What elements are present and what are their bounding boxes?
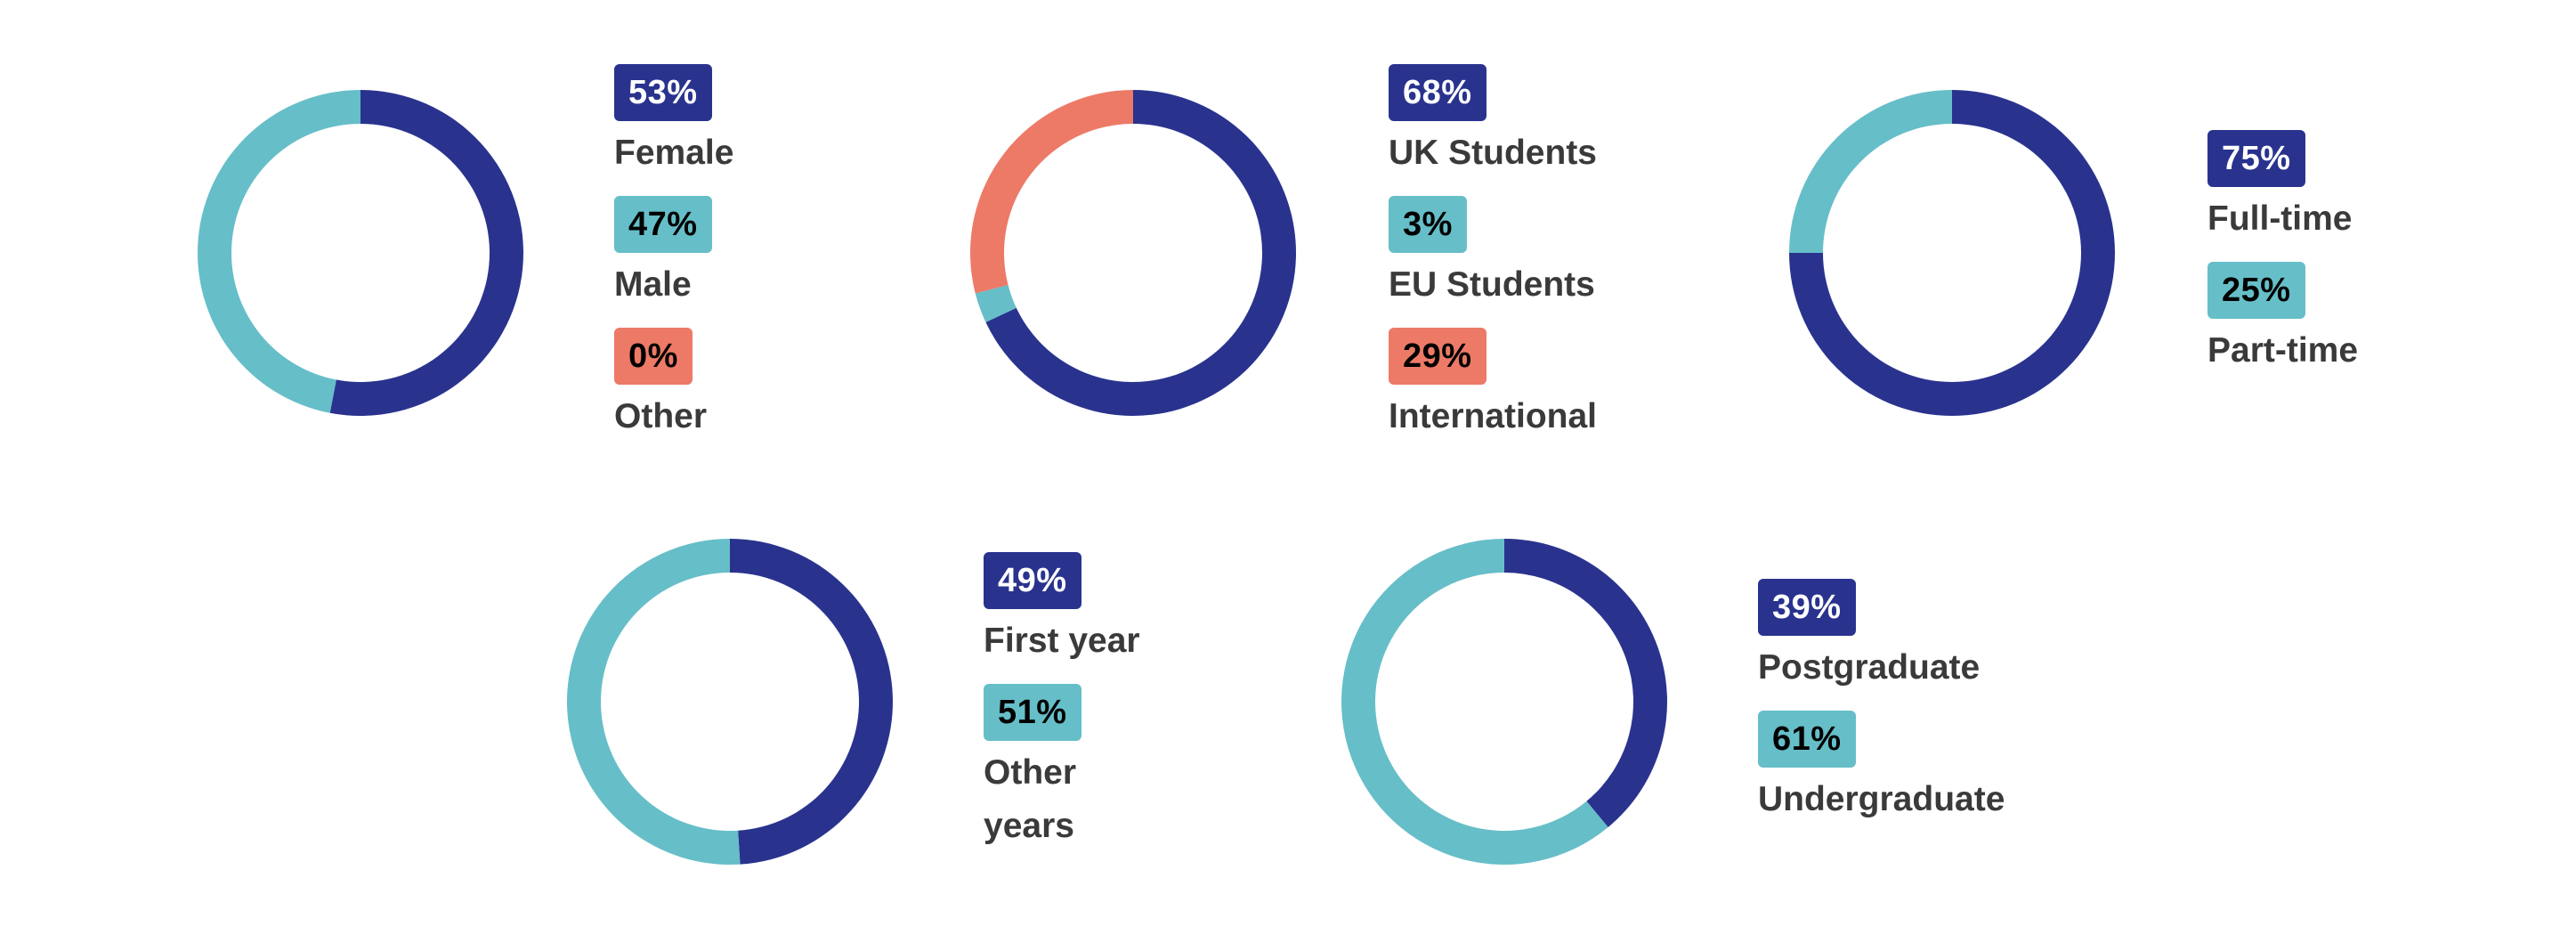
legend-item-full-time: 75% Full-time [2207, 130, 2377, 246]
donut-chart-5 [1341, 538, 1667, 865]
legend-item-female: 53% Female [614, 64, 783, 180]
percentage-badge: 25% [2207, 262, 2305, 319]
slice-postgraduate [1504, 539, 1667, 828]
legend-item-eu-students: 3% EU Students [1389, 196, 1673, 312]
slice-international [970, 90, 1133, 294]
slice-part-time [1789, 90, 1952, 253]
percentage-badge: 51% [984, 684, 1081, 741]
legend-label: Male [614, 265, 692, 304]
percentage-badge: 75% [2207, 130, 2305, 187]
donut-chart-4 [567, 539, 894, 865]
legend-label: Female [614, 134, 734, 172]
slice-first-year [730, 539, 894, 865]
percentage-badge: 3% [1389, 196, 1467, 253]
legend-item-uk-students: 68% UK Students [1389, 64, 1673, 180]
legend-label: Postgraduate [1758, 648, 1981, 687]
legend-label: International [1389, 397, 1598, 435]
percentage-badge: 29% [1389, 328, 1486, 385]
legend-label: Part-time [2207, 331, 2359, 370]
legend-item-male: 47% Male [614, 196, 783, 312]
legend-item-international: 29% International [1389, 328, 1673, 443]
legend-label: EU Students [1389, 265, 1595, 304]
legend-item-part-time: 25% Part-time [2207, 262, 2377, 378]
legend-label: Other [614, 397, 708, 435]
percentage-badge: 53% [614, 64, 712, 121]
legend-label: First year [984, 622, 1140, 660]
legend-item-first-year: 49% First year [984, 552, 1153, 668]
legend-item-undergraduate: 61% Undergraduate [1758, 711, 2043, 826]
legend-label: Full-time [2207, 199, 2353, 238]
legend-item-postgraduate: 39% Postgraduate [1758, 579, 2043, 695]
percentage-badge: 47% [614, 196, 712, 253]
slice-male [198, 90, 360, 413]
legend-item-other-years: 51% Other years [984, 684, 1153, 853]
donut-chart-2 [970, 90, 1296, 416]
donut-chart-3 [1789, 90, 2115, 416]
percentage-badge: 61% [1758, 711, 1856, 768]
slice-other-years [567, 539, 741, 865]
percentage-badge: 0% [614, 328, 693, 385]
donut-chart-1 [198, 90, 524, 416]
percentage-badge: 39% [1758, 579, 1856, 636]
percentage-badge: 49% [984, 552, 1081, 609]
slice-undergraduate [1341, 538, 1608, 865]
slice-female [329, 90, 524, 416]
percentage-badge: 68% [1389, 64, 1486, 121]
legend-label: Undergraduate [1758, 780, 2005, 818]
legend-label: Other years [984, 753, 1077, 845]
legend-label: UK Students [1389, 134, 1597, 172]
slice-eu-students [975, 285, 1017, 322]
legend-item-other: 0% Other [614, 328, 783, 443]
